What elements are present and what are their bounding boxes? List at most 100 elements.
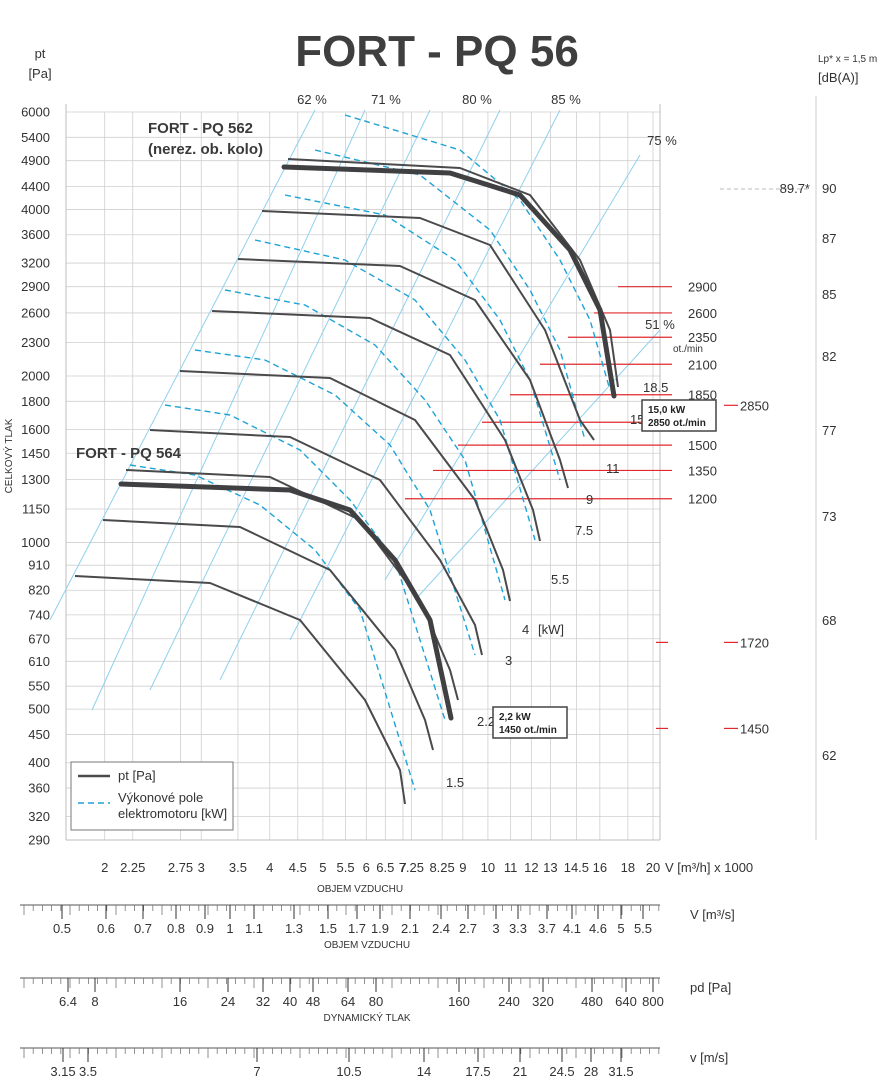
x-tick-label: 3.5 [229, 860, 247, 875]
secondary-tick-label: 0.7 [134, 921, 152, 936]
power-label: 2.2 [477, 714, 495, 729]
rpm-unit-label: ot./min [673, 344, 703, 355]
secondary-tick-label: 1.5 [319, 921, 337, 936]
power-label: 7.5 [575, 523, 593, 538]
x-tick-label: 4.5 [289, 860, 307, 875]
x-tick-label: 11 [504, 860, 518, 875]
secondary-tick-label: 240 [498, 994, 520, 1009]
y-tick-label: 4400 [21, 179, 50, 194]
secondary-tick-label: 2.4 [432, 921, 450, 936]
power-label: 1.5 [446, 775, 464, 790]
y-tick-label: 3200 [21, 256, 50, 271]
info-box-1 [641, 399, 717, 432]
power-label: 5.5 [551, 572, 569, 587]
x-tick-label: 9 [459, 860, 466, 875]
y-tick-label: 450 [28, 727, 50, 742]
y-tick-label: 1300 [21, 472, 50, 487]
rpm-label: 1500 [688, 438, 717, 453]
power-field-dashed-curve [194, 349, 476, 656]
right-axis-tick: 90 [822, 181, 836, 196]
secondary-tick-label: 3.7 [538, 921, 556, 936]
power-field-dashed-curve [284, 194, 561, 481]
secondary-tick-label: 16 [173, 994, 187, 1009]
secondary-tick-label: 0.5 [53, 921, 71, 936]
rpm-extra-label: 1720 [740, 635, 769, 650]
x-tick-label: 20 [646, 860, 660, 875]
y-tick-label: 400 [28, 755, 50, 770]
efficiency-label: 85 % [551, 92, 581, 107]
secondary-tick-label: 8 [91, 994, 98, 1009]
power-label: 18.5 [643, 380, 668, 395]
rpm-label: 1350 [688, 463, 717, 478]
y-tick-label: 1000 [21, 535, 50, 550]
series-curve-1 [281, 164, 617, 399]
y-tick-label: 1150 [22, 501, 50, 516]
y-tick-label: 610 [28, 654, 50, 669]
secondary-tick-label: 24.5 [549, 1064, 574, 1079]
y-axis-side-label: CELKOVÝ TLAK [2, 418, 15, 493]
secondary-tick-label: 5.5 [634, 921, 652, 936]
secondary-tick-label: 17.5 [465, 1064, 490, 1079]
right-axis-tick: 73 [822, 509, 836, 524]
power-field-dashed-curve [314, 149, 586, 441]
secondary-tick-label: 1 [226, 921, 233, 936]
rpm-label: 1200 [688, 492, 717, 507]
secondary-tick-label: 3.15 [50, 1064, 75, 1079]
efficiency-line [219, 109, 501, 681]
efficiency-label: 51 % [645, 317, 675, 332]
power-label: 4 [522, 622, 529, 637]
y-tick-label: 2300 [21, 335, 50, 350]
secondary-tick-label: 1.1 [245, 921, 263, 936]
efficiency-label: 71 % [371, 92, 401, 107]
legend-box [70, 761, 234, 831]
x-tick-label: 14.5 [564, 860, 589, 875]
rpm-extra-label: 1450 [740, 721, 769, 736]
power-field-dashed-curve [224, 289, 506, 601]
info-box-2 [492, 706, 568, 739]
secondary-axis-unit: v [m/s] [690, 1050, 728, 1065]
right-axis-tick: 87 [822, 231, 836, 246]
efficiency-line [289, 109, 561, 641]
secondary-tick-label: 160 [448, 994, 470, 1009]
secondary-tick-label: 1.3 [285, 921, 303, 936]
secondary-tick-label: 480 [581, 994, 603, 1009]
efficiency-lines [49, 109, 661, 711]
db-marker-label: 89.7* [780, 181, 810, 196]
secondary-tick-label: 80 [369, 994, 383, 1009]
rpm-label: 2600 [688, 306, 717, 321]
power-label: 9 [586, 492, 593, 507]
secondary-tick-label: 800 [642, 994, 664, 1009]
rpm-label: 2100 [688, 357, 717, 372]
x-tick-label: 4 [266, 860, 273, 875]
efficiency-label: 75 % [647, 133, 677, 148]
x-axis-unit: V [m³/h] x 1000 [665, 860, 753, 875]
y-tick-label: 1600 [21, 422, 50, 437]
series-sublabel-1: (nerez. ob. kolo) [148, 141, 263, 158]
y-tick-label: 670 [28, 631, 50, 646]
legend-item-dashed-2: elektromotoru [kW] [118, 806, 227, 821]
secondary-tick-label: 64 [341, 994, 355, 1009]
x-tick-label: 12 [524, 860, 538, 875]
x-tick-label: 18 [621, 860, 635, 875]
y-tick-label: 820 [28, 583, 50, 598]
x-tick-label: 7.25 [399, 860, 424, 875]
efficiency-label: 80 % [462, 92, 492, 107]
y-tick-label: 290 [28, 833, 50, 848]
x-tick-label: 2.75 [168, 860, 193, 875]
y-axis-unit: [Pa] [28, 66, 51, 81]
series-label-2: FORT - PQ 564 [76, 445, 182, 462]
y-tick-label: 2600 [21, 305, 50, 320]
power-field-lines [129, 114, 611, 791]
x-tick-label: 5 [319, 860, 326, 875]
secondary-tick-label: 3.5 [79, 1064, 97, 1079]
y-tick-label: 4900 [21, 153, 50, 168]
secondary-tick-label: 2.7 [459, 921, 477, 936]
rpm-label: 2900 [688, 280, 717, 295]
x-tick-label: 5.5 [337, 860, 355, 875]
power-label: 3 [505, 653, 512, 668]
grid [20, 96, 817, 1062]
secondary-tick-label: 10.5 [336, 1064, 361, 1079]
series-curve-2 [118, 481, 454, 721]
pressure-curve [287, 158, 619, 388]
